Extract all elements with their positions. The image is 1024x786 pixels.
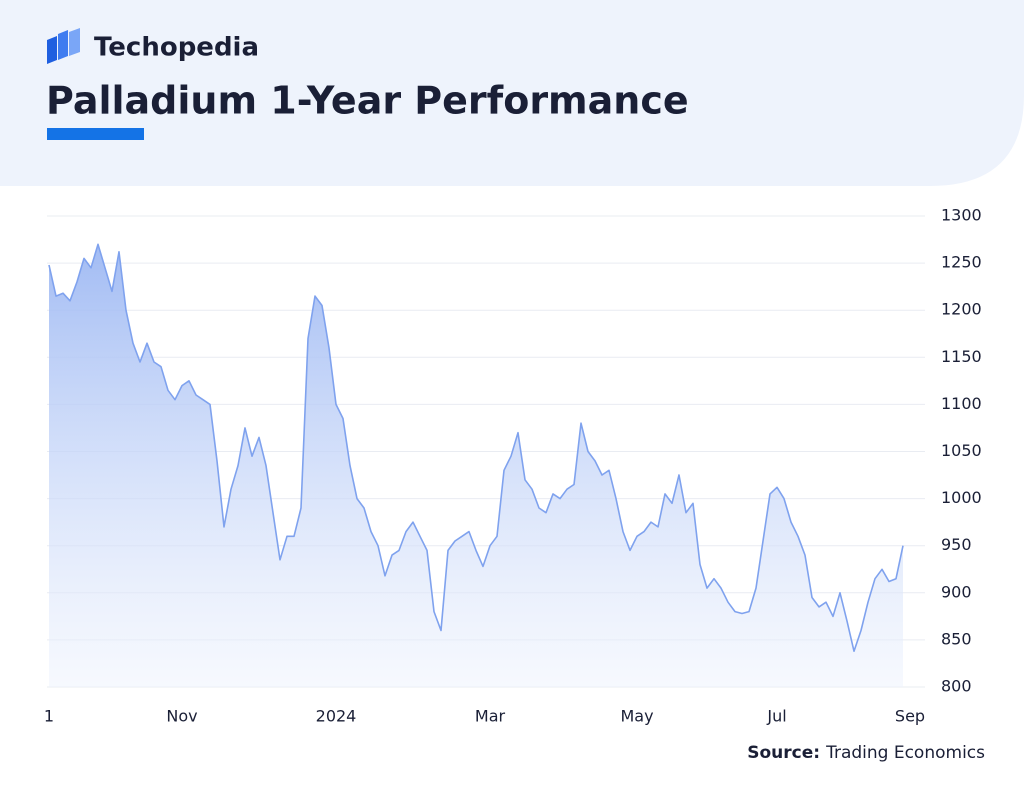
y-tick-label: 1000: [941, 488, 982, 507]
title-underline: [47, 128, 144, 140]
x-tick-label: 2024: [316, 707, 357, 726]
x-tick-label: Jul: [766, 707, 786, 726]
y-tick-label: 1250: [941, 253, 982, 272]
y-tick-label: 1150: [941, 347, 982, 366]
source: Source: Trading Economics: [747, 743, 985, 763]
chart-title: Palladium 1-Year Performance: [46, 79, 689, 123]
logo-icon: [47, 28, 80, 64]
y-tick-label: 800: [941, 677, 972, 696]
plot: 800 850 900 950 1000 1050 1100 1150 1200 1250 1300…: [44, 206, 982, 726]
y-tick-label: 1100: [941, 394, 982, 413]
area-fill: [49, 244, 903, 688]
x-tick-label: May: [620, 707, 653, 726]
x-tick-label: Mar: [475, 707, 506, 726]
x-tick-label: 1: [44, 707, 54, 726]
y-tick-label: 900: [941, 582, 972, 601]
x-tick-label: Nov: [166, 707, 197, 726]
source-text: Trading Economics: [825, 743, 985, 763]
brand: Techopedia: [94, 33, 259, 63]
x-tick-label: Sep: [895, 707, 925, 726]
y-tick-label: 1300: [941, 206, 982, 225]
y-tick-label: 950: [941, 535, 972, 554]
line: [48, 243, 904, 652]
y-tick-label: 1200: [941, 300, 982, 319]
y-tick-label: 850: [941, 629, 972, 648]
y-tick-label: 1050: [941, 441, 982, 460]
header-bg: [0, 0, 1024, 186]
source-label: Source:: [747, 743, 820, 763]
